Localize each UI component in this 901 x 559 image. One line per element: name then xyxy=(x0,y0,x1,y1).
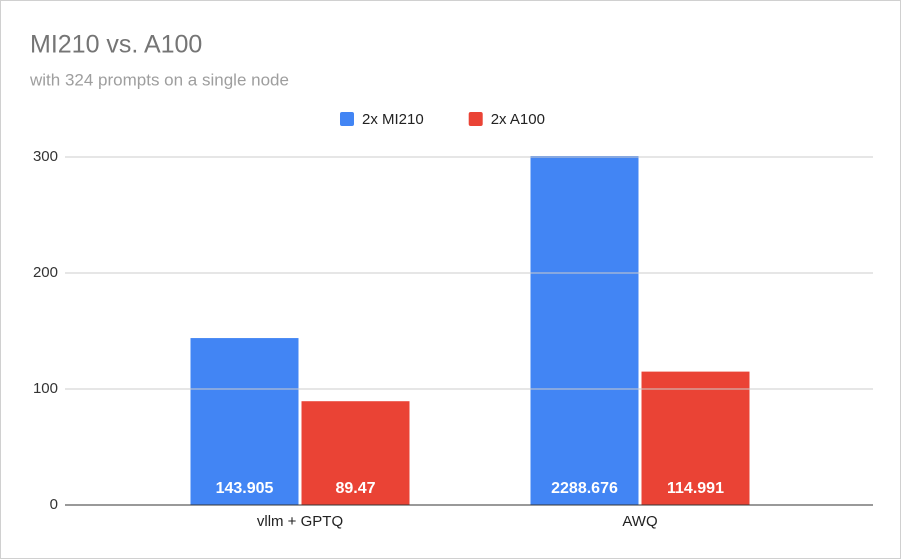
y-tick-label: 100 xyxy=(33,380,58,397)
bar xyxy=(641,371,750,505)
bar xyxy=(190,338,299,505)
legend-label: 2x MI210 xyxy=(362,111,424,128)
y-tick-label: 200 xyxy=(33,264,58,281)
x-tick-label: vllm + GPTQ xyxy=(257,513,343,530)
legend-label: 2x A100 xyxy=(491,111,545,128)
chart-subtitle: with 324 prompts on a single node xyxy=(29,70,289,89)
data-label: 114.991 xyxy=(667,480,724,497)
plot-area xyxy=(190,156,750,505)
y-tick-label: 300 xyxy=(33,148,58,165)
bar xyxy=(301,401,410,505)
x-tick-label: AWQ xyxy=(622,513,657,530)
legend-swatch xyxy=(340,112,354,126)
y-tick-label: 0 xyxy=(50,496,58,513)
chart-title: MI210 vs. A100 xyxy=(30,31,202,59)
data-label: 143.905 xyxy=(216,480,274,497)
data-label: 89.47 xyxy=(335,480,375,497)
legend-swatch xyxy=(468,112,483,126)
data-label: 2288.676 xyxy=(551,480,618,497)
bar xyxy=(530,156,639,505)
